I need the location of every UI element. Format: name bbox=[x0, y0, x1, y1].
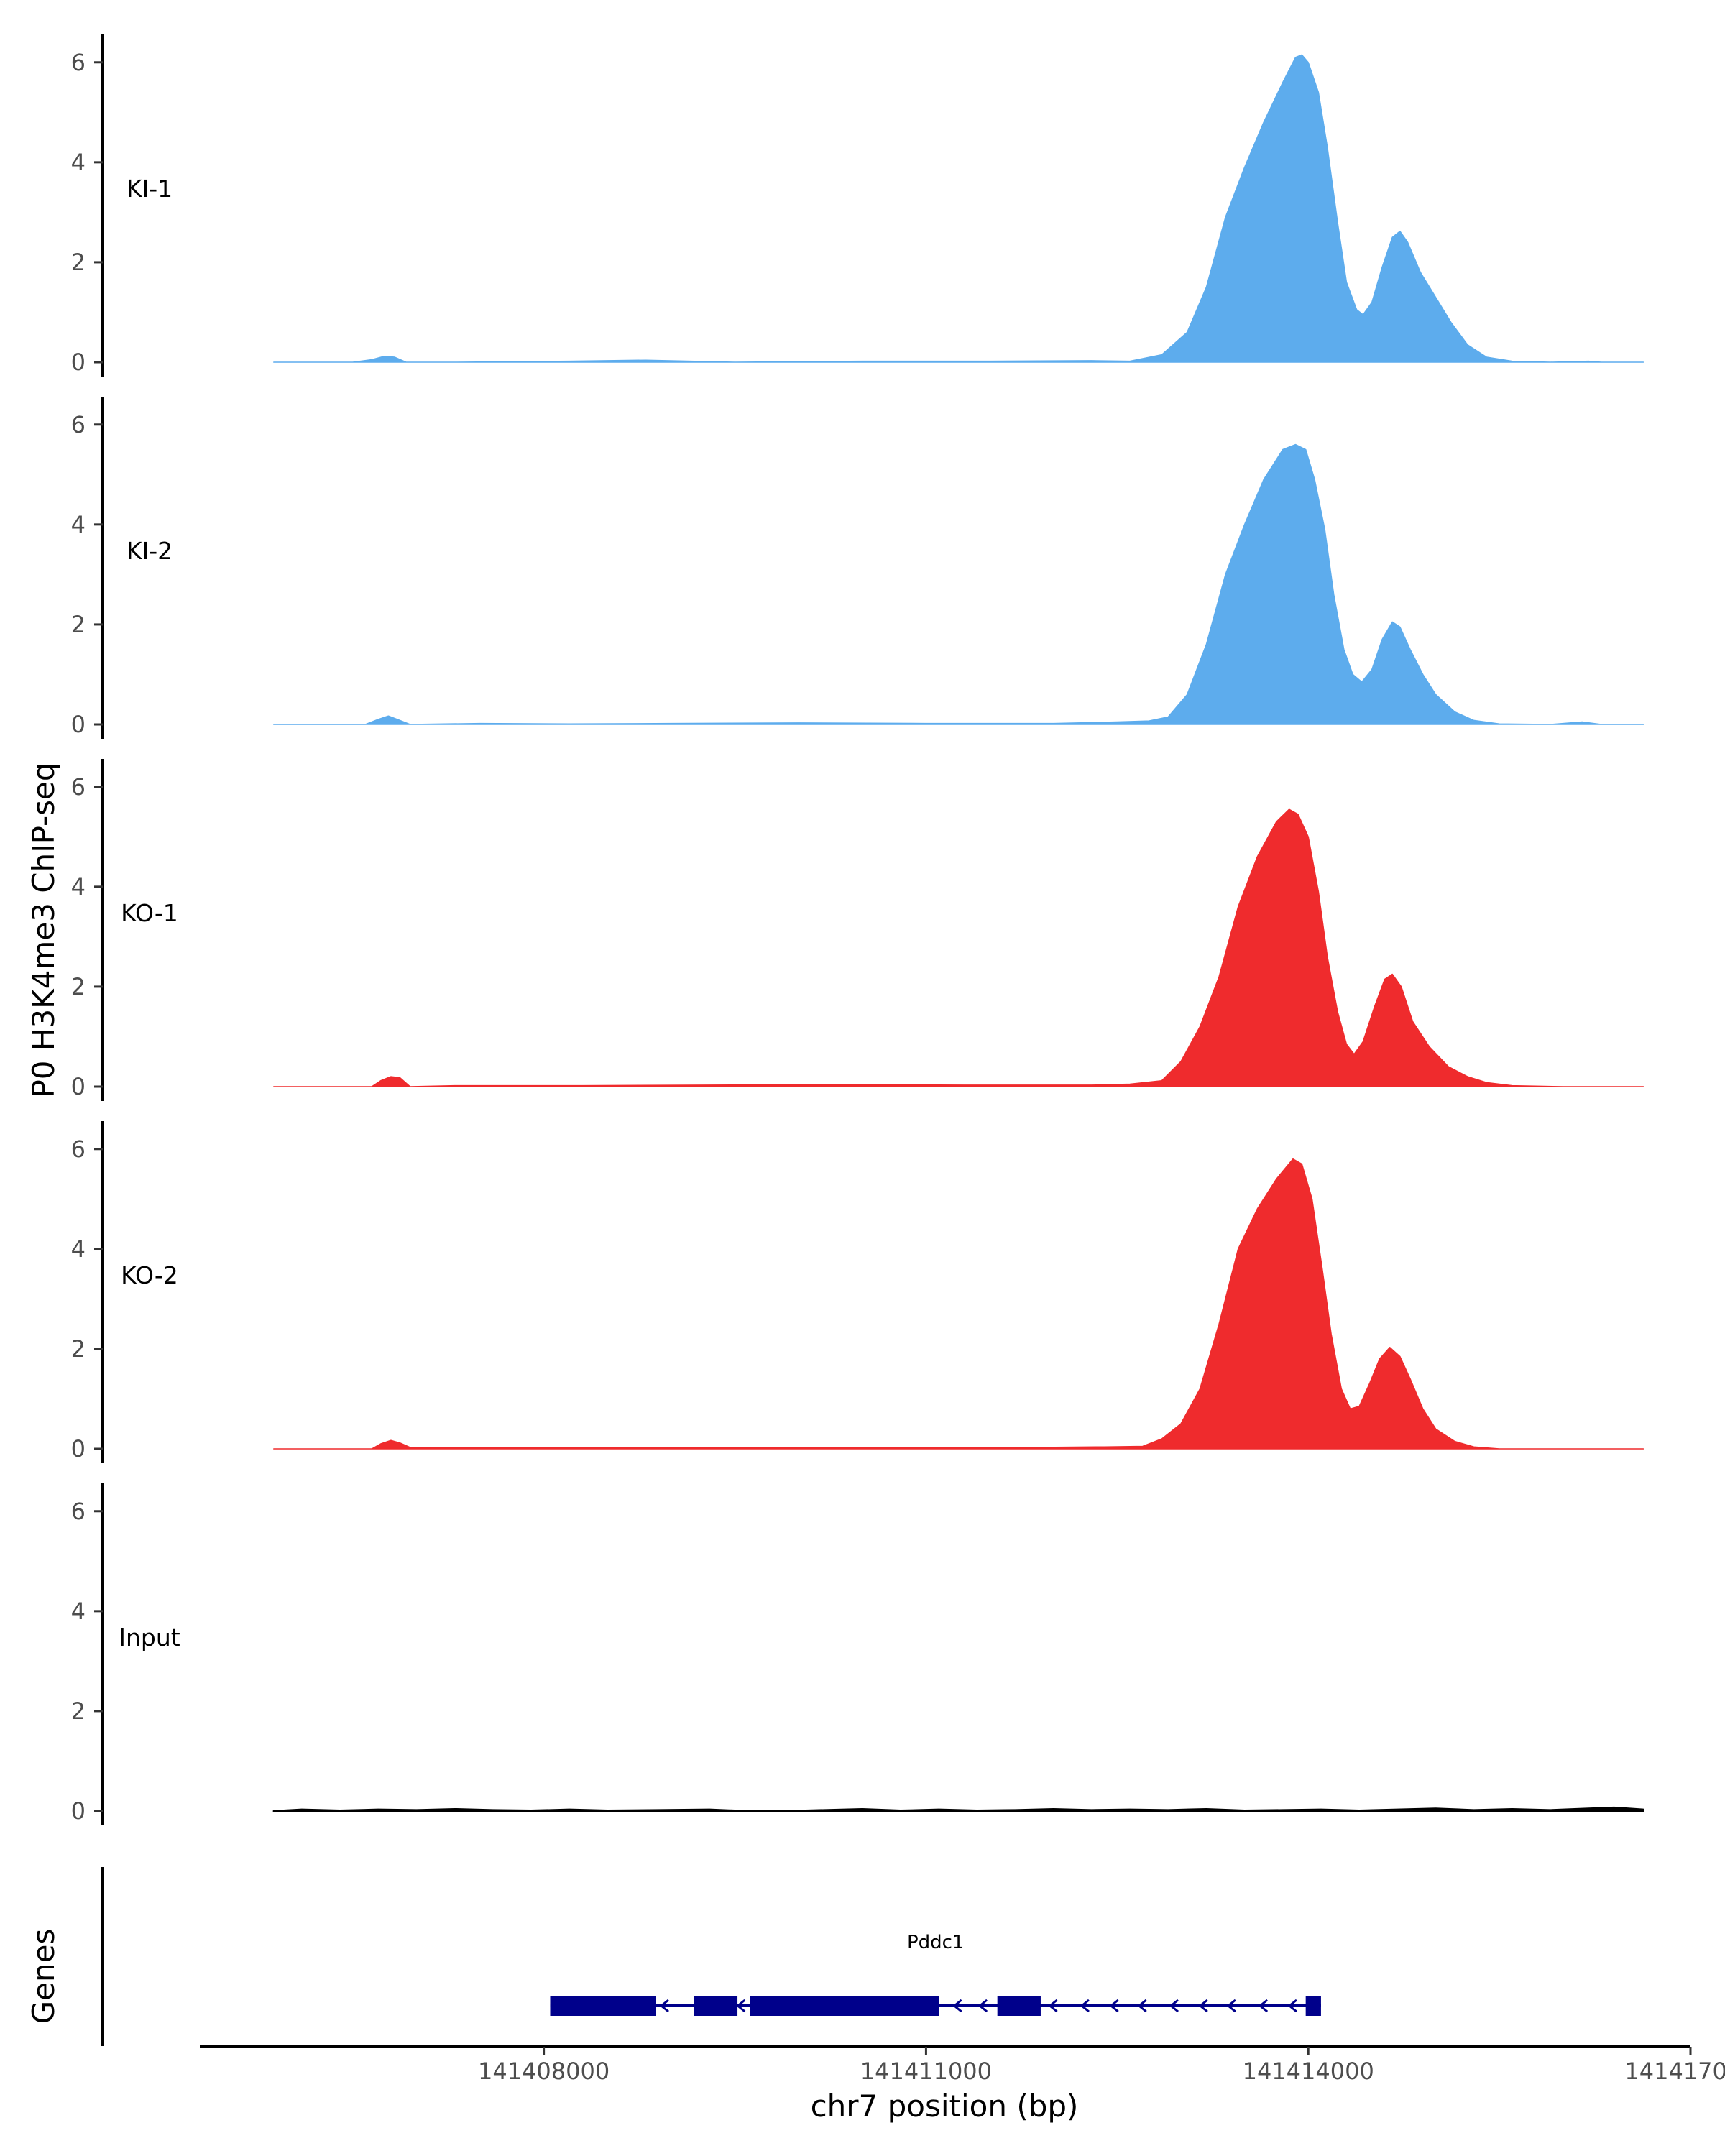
y-tick-label: 4 bbox=[71, 1598, 86, 1625]
gene-pddc1: Pddc1 bbox=[550, 1932, 1321, 2016]
y-axis-title: P0 H3K4me3 ChIP-seq bbox=[26, 762, 61, 1097]
signal-area bbox=[273, 443, 1644, 725]
x-tick-label: 141408000 bbox=[478, 2058, 610, 2085]
y-tick-label: 4 bbox=[71, 873, 86, 900]
strand-arrow bbox=[1169, 1999, 1179, 2013]
y-tick-label: 4 bbox=[71, 149, 86, 176]
track-input: 0 2 4 6 Input bbox=[71, 1483, 1644, 1825]
y-tick-label: 2 bbox=[71, 1697, 86, 1725]
gene-exon bbox=[1305, 1996, 1321, 2016]
x-tick-label: 141411000 bbox=[860, 2058, 992, 2085]
gene-exon bbox=[806, 1996, 911, 2016]
strand-arrow bbox=[1226, 1999, 1236, 2013]
y-tick-label: 0 bbox=[71, 1435, 86, 1462]
y-tick-label: 0 bbox=[71, 1797, 86, 1825]
y-tick-label: 2 bbox=[71, 611, 86, 638]
genes-panel: Pddc1 bbox=[101, 1867, 1321, 2046]
track-ko-2: 0 2 4 6 KO-2 bbox=[71, 1121, 1644, 1463]
y-tick-label: 0 bbox=[71, 711, 86, 738]
y-tick-label: 6 bbox=[71, 49, 86, 76]
strand-arrow bbox=[1137, 1999, 1147, 2013]
y-tick-label: 6 bbox=[71, 1498, 86, 1525]
strand-arrow bbox=[978, 1999, 988, 2013]
y-tick-label: 2 bbox=[71, 973, 86, 1000]
gene-exon bbox=[750, 1996, 806, 2016]
strand-arrow bbox=[1080, 1999, 1090, 2013]
signal-area bbox=[273, 54, 1644, 363]
strand-arrow bbox=[952, 1999, 962, 2013]
y-tick-label: 6 bbox=[71, 1135, 86, 1163]
genes-axis-title: Genes bbox=[26, 1929, 61, 2024]
y-tick-label: 6 bbox=[71, 411, 86, 438]
tracks-layer: 0 2 4 6 KI-1 0 2 4 6 KI-2 0 2 4 6 KO-1 0 2 4 6 KO-2 0 2 4 6 Inpu… bbox=[71, 34, 1644, 1825]
strand-arrow bbox=[1048, 1999, 1058, 2013]
strand-arrow bbox=[1109, 1999, 1119, 2013]
y-tick-label: 2 bbox=[71, 249, 86, 276]
track-label: Input bbox=[119, 1623, 180, 1651]
strand-arrow bbox=[1287, 1999, 1297, 2013]
x-axis-title: chr7 position (bp) bbox=[811, 2088, 1079, 2124]
gene-exon bbox=[694, 1996, 738, 2016]
track-ki-1: 0 2 4 6 KI-1 bbox=[71, 34, 1644, 377]
track-label: KO-2 bbox=[121, 1261, 178, 1289]
strand-arrow bbox=[1258, 1999, 1269, 2013]
y-tick-label: 0 bbox=[71, 349, 86, 376]
gene-exon bbox=[550, 1996, 656, 2016]
track-ki-2: 0 2 4 6 KI-2 bbox=[71, 397, 1644, 739]
strand-arrow bbox=[786, 1999, 797, 2013]
y-tick-label: 4 bbox=[71, 1235, 86, 1263]
gene-name-label: Pddc1 bbox=[907, 1932, 965, 1953]
y-tick-label: 0 bbox=[71, 1073, 86, 1100]
y-tick-label: 2 bbox=[71, 1335, 86, 1363]
track-ko-1: 0 2 4 6 KO-1 bbox=[71, 759, 1644, 1101]
gene-exon bbox=[911, 1996, 939, 2016]
signal-area bbox=[273, 808, 1644, 1087]
y-tick-label: 6 bbox=[71, 773, 86, 801]
signal-area bbox=[272, 1806, 1644, 1812]
track-label: KI-2 bbox=[126, 537, 172, 565]
x-tick-label: 141417000 bbox=[1624, 2058, 1725, 2085]
x-tick-label: 141414000 bbox=[1243, 2058, 1374, 2085]
x-axis: 141408000 141411000 141414000 141417000 bbox=[200, 2045, 1725, 2085]
strand-arrow bbox=[735, 1999, 746, 2013]
track-label: KO-1 bbox=[121, 899, 178, 927]
signal-area bbox=[273, 1158, 1644, 1450]
strand-arrow bbox=[659, 1999, 669, 2013]
track-label: KI-1 bbox=[126, 175, 172, 203]
y-tick-label: 4 bbox=[71, 511, 86, 538]
strand-arrow bbox=[1198, 1999, 1208, 2013]
gene-exon bbox=[997, 1996, 1041, 2016]
